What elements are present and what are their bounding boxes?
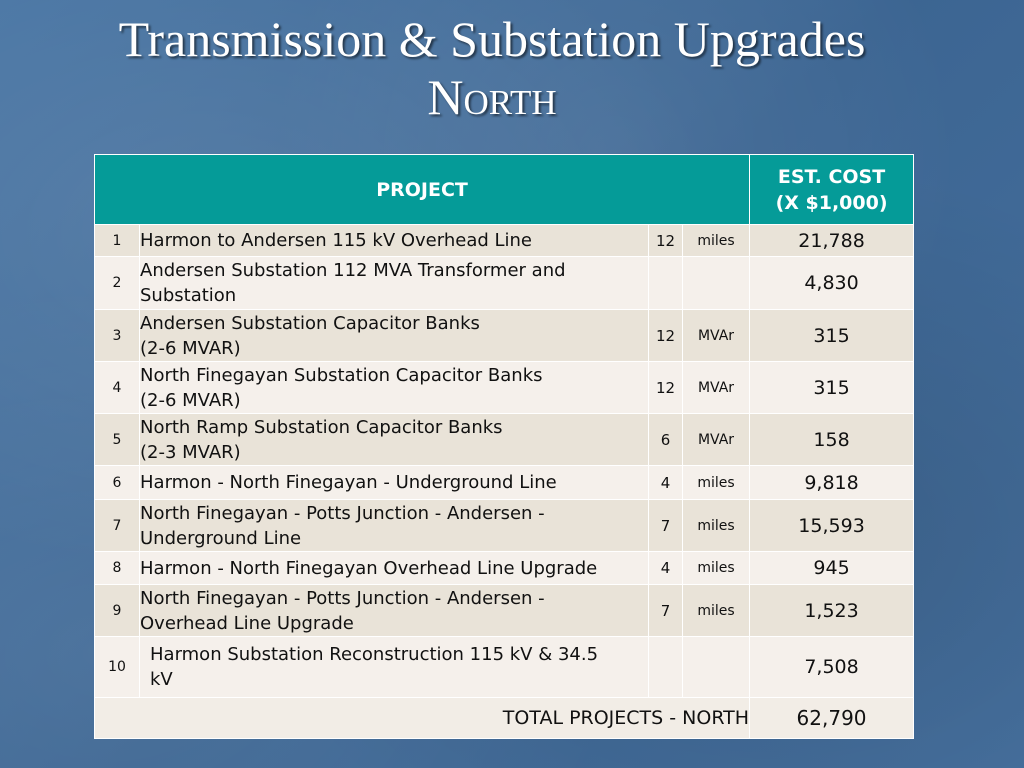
header-cost-line-2: (X $1,000) — [775, 191, 888, 214]
row-number: 10 — [94, 636, 140, 698]
cost: 315 — [749, 361, 915, 414]
row-number: 7 — [94, 499, 140, 552]
unit: miles — [681, 224, 751, 257]
cost: 4,830 — [749, 256, 915, 310]
project-line-2: kV — [150, 669, 173, 690]
title-line-2: North — [427, 69, 557, 125]
cost: 315 — [749, 309, 915, 362]
table-row: 2 Andersen Substation 112 MVA Transforme… — [94, 256, 915, 310]
table-row: 7 North Finegayan - Potts Junction - And… — [94, 499, 915, 552]
table-row: 10 Harmon Substation Reconstruction 115 … — [94, 636, 915, 698]
project-name: Harmon Substation Reconstruction 115 kV … — [139, 636, 649, 698]
project-name: Andersen Substation Capacitor Banks (2-6 … — [139, 309, 649, 362]
quantity: 12 — [648, 309, 683, 362]
row-number: 6 — [94, 465, 140, 500]
quantity: 12 — [648, 361, 683, 414]
row-number: 8 — [94, 551, 140, 585]
total-label: TOTAL PROJECTS - NORTH — [93, 697, 751, 739]
table-row: 6 Harmon - North Finegayan - Underground… — [94, 465, 915, 500]
total-row: TOTAL PROJECTS - NORTH 62,790 — [93, 697, 915, 739]
table-row: 9 North Finegayan - Potts Junction - And… — [94, 584, 915, 637]
table-header-row: PROJECT EST. COST (X $1,000) — [93, 154, 915, 225]
quantity: 12 — [648, 224, 683, 257]
cost: 15,593 — [749, 499, 915, 552]
project-name: Harmon - North Finegayan Overhead Line U… — [139, 551, 649, 585]
header-project: PROJECT — [93, 154, 751, 225]
row-number: 5 — [94, 413, 140, 466]
unit: MVAr — [681, 309, 751, 362]
quantity: 7 — [648, 584, 683, 637]
project-line-2: (2-6 MVAR) — [140, 337, 241, 359]
row-number: 3 — [94, 309, 140, 362]
unit: MVAr — [681, 413, 751, 466]
project-line-1: North Finegayan - Potts Junction - Ander… — [140, 502, 545, 524]
row-number: 9 — [94, 584, 140, 637]
project-line-1: Andersen Substation 112 MVA Transformer … — [140, 260, 566, 281]
table-row: 8 Harmon - North Finegayan Overhead Line… — [94, 551, 915, 585]
quantity: 6 — [648, 413, 683, 466]
title-line-1: Transmission & Substation Upgrades — [118, 11, 866, 67]
project-name: Harmon to Andersen 115 kV Overhead Line — [139, 224, 649, 257]
unit: miles — [681, 584, 751, 637]
row-number: 4 — [94, 361, 140, 414]
unit — [681, 256, 751, 310]
project-line-1: North Ramp Substation Capacitor Banks — [140, 416, 503, 438]
quantity — [648, 636, 683, 698]
project-line-2: Underground Line — [140, 527, 302, 549]
table-row: 4 North Finegayan Substation Capacitor B… — [94, 361, 915, 414]
project-name: Harmon - North Finegayan - Underground L… — [139, 465, 649, 500]
cost: 1,523 — [749, 584, 915, 637]
projects-table: PROJECT EST. COST (X $1,000) 1 Harmon to… — [93, 154, 915, 739]
unit: miles — [681, 499, 751, 552]
unit: miles — [681, 465, 751, 500]
unit — [681, 636, 751, 698]
project-line-1: Harmon to Andersen 115 kV Overhead Line — [140, 230, 533, 251]
project-name: North Finegayan - Potts Junction - Ander… — [139, 584, 649, 637]
cost: 21,788 — [749, 224, 915, 257]
project-name: North Finegayan Substation Capacitor Ban… — [139, 361, 649, 414]
total-cost: 62,790 — [749, 697, 915, 739]
project-line-2: (2-3 MVAR) — [140, 441, 241, 463]
project-line-1: North Finegayan - Potts Junction - Ander… — [140, 587, 545, 609]
cost: 9,818 — [749, 465, 915, 500]
unit: miles — [681, 551, 751, 585]
quantity: 4 — [648, 465, 683, 500]
project-line-1: Harmon Substation Reconstruction 115 kV … — [150, 644, 599, 665]
table-row: 3 Andersen Substation Capacitor Banks (2-… — [94, 309, 915, 362]
cost: 158 — [749, 413, 915, 466]
project-name: North Finegayan - Potts Junction - Ander… — [139, 499, 649, 552]
project-line-1: North Finegayan Substation Capacitor Ban… — [140, 364, 543, 386]
cost: 7,508 — [749, 636, 915, 698]
project-line-2: Overhead Line Upgrade — [140, 612, 354, 634]
project-line-2: Substation — [140, 285, 237, 306]
table-row: 5 North Ramp Substation Capacitor Banks (… — [94, 413, 915, 466]
project-name: North Ramp Substation Capacitor Banks (2-… — [139, 413, 649, 466]
quantity: 4 — [648, 551, 683, 585]
project-name: Andersen Substation 112 MVA Transformer … — [139, 256, 649, 310]
project-line-1: Andersen Substation Capacitor Banks — [140, 312, 480, 334]
header-est-cost: EST. COST (X $1,000) — [749, 154, 915, 225]
cost: 945 — [749, 551, 915, 585]
table-row: 1 Harmon to Andersen 115 kV Overhead Lin… — [94, 224, 915, 257]
row-number: 2 — [94, 256, 140, 310]
project-line-1: Harmon - North Finegayan Overhead Line U… — [140, 557, 598, 579]
unit: MVAr — [681, 361, 751, 414]
project-line-2: (2-6 MVAR) — [140, 389, 241, 411]
row-number: 1 — [94, 224, 140, 257]
header-cost-line-1: EST. COST — [777, 165, 886, 188]
quantity — [648, 256, 683, 310]
project-line-1: Harmon - North Finegayan - Underground L… — [140, 472, 557, 493]
quantity: 7 — [648, 499, 683, 552]
slide-title: Transmission & Substation Upgrades North — [0, 10, 984, 126]
